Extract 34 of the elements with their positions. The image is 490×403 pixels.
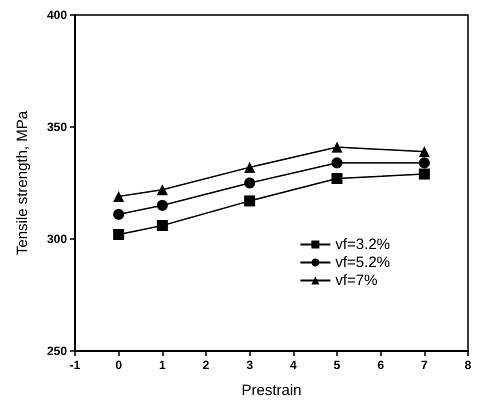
legend-label: vf=3.2% xyxy=(335,236,390,253)
point xyxy=(332,173,342,184)
point xyxy=(418,146,430,158)
point xyxy=(332,142,342,153)
x-tick-label: 5 xyxy=(334,358,341,372)
y-tick-label: 350 xyxy=(46,120,68,134)
point xyxy=(418,168,430,180)
point xyxy=(332,157,342,168)
legend-label: vf=5.2% xyxy=(335,254,390,271)
y-tick-label: 250 xyxy=(46,344,68,358)
x-tick-label: 3 xyxy=(246,358,254,372)
point xyxy=(418,157,430,168)
x-tick-label: -1 xyxy=(70,358,81,372)
point xyxy=(244,162,256,173)
x-tick-label: 2 xyxy=(202,358,210,372)
x-tick-label: 7 xyxy=(420,358,428,372)
point xyxy=(156,184,168,196)
x-tick-label: 1 xyxy=(158,358,166,372)
x-axis-title: Prestrain xyxy=(241,382,302,399)
point xyxy=(113,208,124,220)
y-tick-label: 300 xyxy=(46,232,68,246)
y-axis-title: Tensile strength, MPa xyxy=(14,110,31,256)
point xyxy=(244,195,256,206)
point xyxy=(156,200,168,211)
point xyxy=(244,178,256,188)
y-tick-label: 400 xyxy=(46,8,68,22)
x-tick-label: 0 xyxy=(115,358,122,372)
x-tick-label: 6 xyxy=(377,358,384,372)
point xyxy=(113,229,124,240)
legend-label: vf=7% xyxy=(335,272,378,289)
x-tick-label: 4 xyxy=(290,358,297,372)
x-tick-label: 8 xyxy=(464,358,472,372)
point xyxy=(113,190,124,202)
point xyxy=(156,220,168,232)
